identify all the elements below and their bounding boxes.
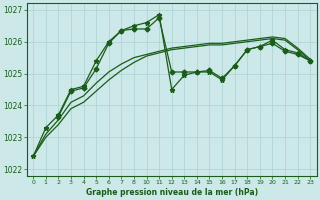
X-axis label: Graphe pression niveau de la mer (hPa): Graphe pression niveau de la mer (hPa) <box>86 188 258 197</box>
